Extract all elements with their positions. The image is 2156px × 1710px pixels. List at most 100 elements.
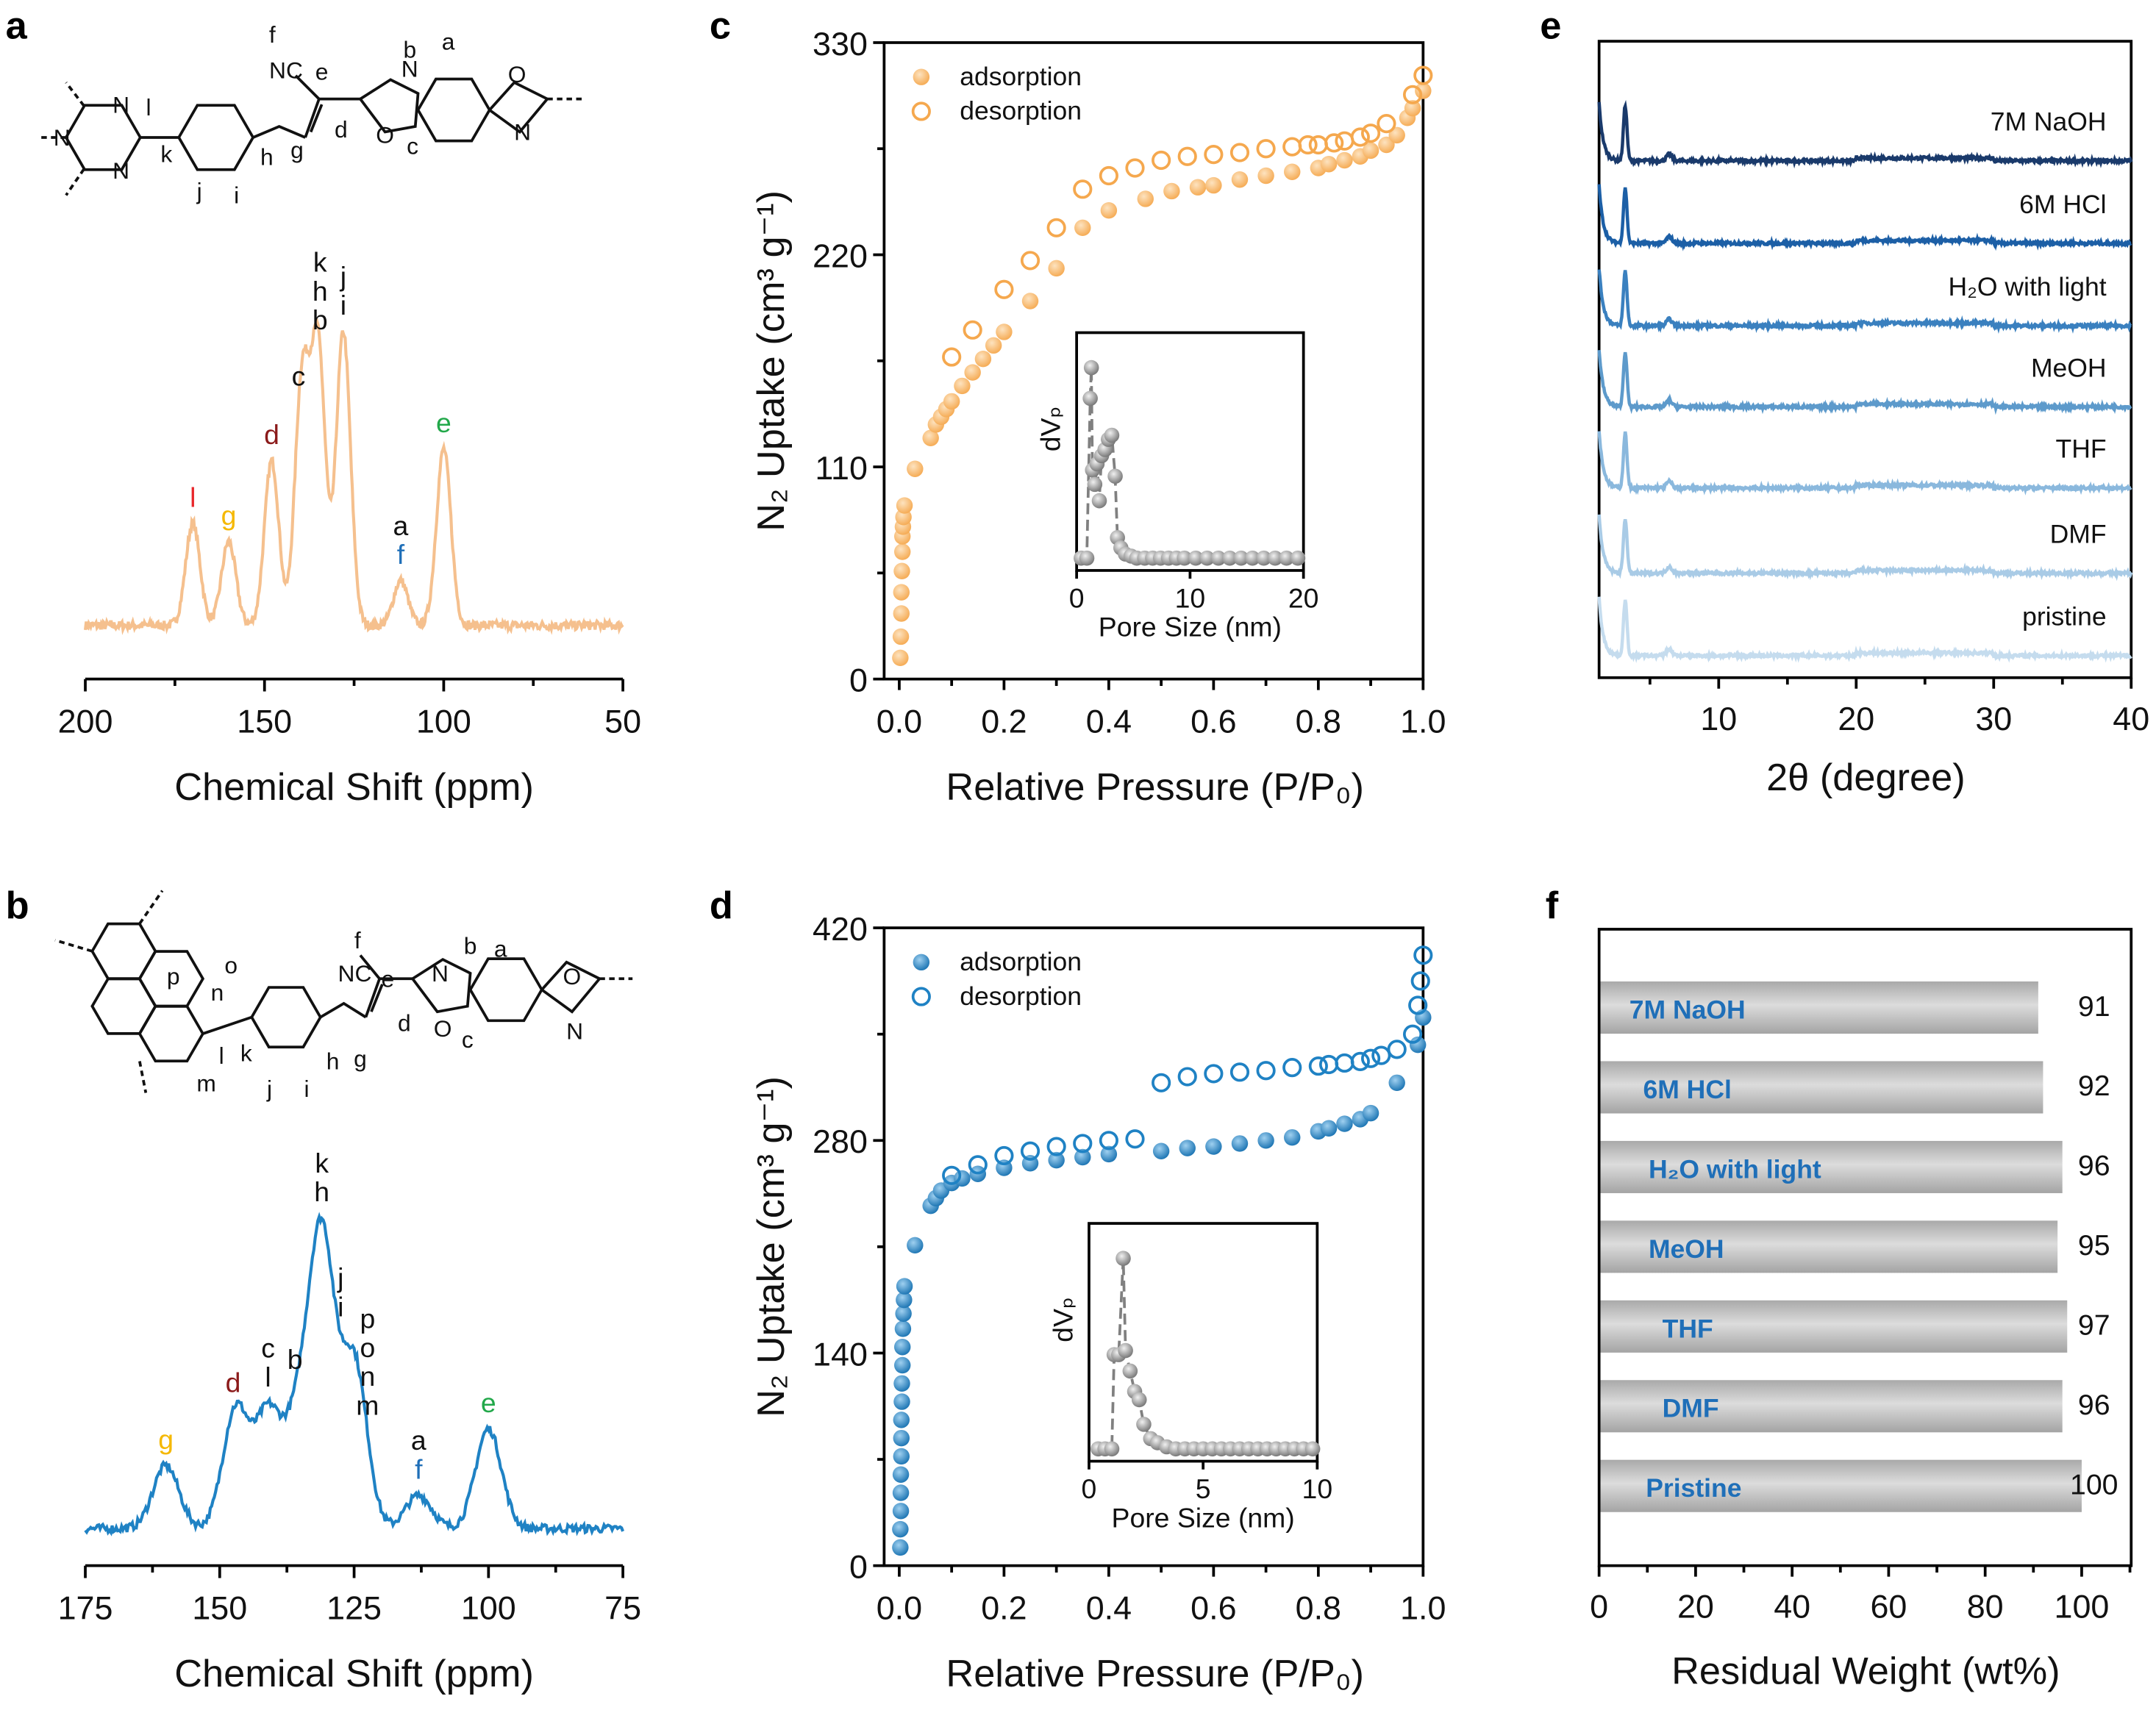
desorption-point <box>1152 1073 1171 1092</box>
desorption-point <box>942 1165 962 1185</box>
x-tick-label: 0.0 <box>877 703 922 740</box>
x-tick-label: 125 <box>326 1589 382 1627</box>
adsorption-point <box>1074 219 1091 237</box>
peak-annotation: c <box>292 361 306 392</box>
adsorption-point <box>1048 260 1065 277</box>
structure-label: N <box>401 56 418 82</box>
adsorption-point <box>1231 171 1249 188</box>
desorption-point <box>994 1145 1014 1166</box>
adsorption-point <box>985 337 1002 354</box>
desorption-point <box>1324 133 1344 153</box>
adsorption-point <box>892 1484 910 1501</box>
legend-label: desorption <box>960 96 1082 126</box>
peak-annotation: g <box>158 1424 174 1455</box>
adsorption-point <box>1137 190 1154 207</box>
structure-label: o <box>224 952 238 979</box>
adsorption-point <box>1336 151 1353 169</box>
bond <box>65 168 85 196</box>
desorption-point <box>1308 1056 1328 1076</box>
adsorption-point <box>1152 1142 1170 1159</box>
structure-label: N <box>113 157 129 184</box>
peak-annotation: o <box>360 1332 375 1363</box>
peak-annotation: g <box>221 500 237 531</box>
x-tick-label: 10 <box>1700 700 1737 737</box>
series-label: H₂O with light <box>1948 272 2106 301</box>
inset-point <box>1083 359 1099 376</box>
adsorption-point <box>922 429 939 446</box>
x-tick-label: 20 <box>1677 1588 1714 1625</box>
bar-category-label: Pristine <box>1646 1473 1741 1503</box>
desorption-point <box>1020 1141 1040 1161</box>
adsorption-point <box>892 1539 909 1556</box>
x-axis-label: 2θ (degree) <box>1766 756 1966 799</box>
x-axis-label: Chemical Shift (ppm) <box>174 1653 534 1695</box>
adsorption-point <box>893 1448 910 1465</box>
desorption-point <box>1256 139 1276 159</box>
bar <box>1600 1459 2082 1512</box>
peak-annotation: i <box>338 1291 343 1322</box>
bar-category-label: 6M HCl <box>1643 1075 1731 1104</box>
bar-value-label: 95 <box>2078 1229 2110 1262</box>
peak-annotation: f <box>415 1454 423 1485</box>
inset-x-axis-label: Pore Size (nm) <box>1112 1502 1295 1533</box>
inset-point <box>1210 550 1227 566</box>
bond <box>294 74 321 100</box>
desorption-point <box>1402 85 1423 104</box>
inset-point <box>1279 550 1294 566</box>
desorption-point <box>1413 65 1433 85</box>
structure-label: O <box>563 963 582 990</box>
series-label: pristine <box>2022 602 2106 632</box>
structure-label: k <box>240 1040 252 1066</box>
adsorption-point <box>907 1237 924 1254</box>
xrd-line <box>1597 514 2133 582</box>
peak-annotation: l <box>190 482 196 513</box>
bond <box>252 124 306 139</box>
benzo-ring <box>468 957 543 1023</box>
structure-label: k <box>160 141 172 168</box>
benzo-ring <box>416 77 491 143</box>
desorption-point <box>1402 1024 1423 1044</box>
desorption-point <box>1046 1137 1066 1156</box>
adsorption-point <box>893 1375 910 1392</box>
x-tick-label: 40 <box>2113 700 2149 737</box>
desorption-point <box>1046 218 1066 237</box>
structure-label: N <box>432 960 449 987</box>
x-tick-label: 200 <box>58 703 113 740</box>
inset-point <box>1091 493 1107 509</box>
adsorption-point <box>893 562 910 579</box>
y-tick-label: 220 <box>813 237 868 274</box>
bond <box>370 984 384 1012</box>
desorption-point <box>994 279 1014 299</box>
bar-value-label: 96 <box>2078 1150 2110 1182</box>
inset-point <box>1087 476 1103 493</box>
structure-label: n <box>211 979 224 1006</box>
desorption-point <box>942 347 962 367</box>
panel-letter-a: a <box>6 4 28 47</box>
x-tick-label: 80 <box>1967 1588 2004 1625</box>
inset-point <box>1188 550 1204 566</box>
peak-annotation: e <box>436 407 451 438</box>
desorption-point <box>1099 1131 1118 1151</box>
adsorption-point <box>964 364 981 381</box>
isotherm-chart-d: 0.0 0.2 0.4 0.6 0.8 1.0 0 140 280 420 Relative Pre… <box>750 910 1446 1695</box>
adsorption-point <box>893 1356 911 1374</box>
adsorption-point <box>893 605 910 622</box>
series-label: DMF <box>2050 520 2107 549</box>
x-tick-label: 150 <box>237 703 292 740</box>
desorption-point <box>1204 1064 1224 1084</box>
x-tick-label: 20 <box>1838 700 1874 737</box>
desorption-point <box>1177 1067 1197 1087</box>
panel-letter-b: b <box>6 884 29 927</box>
structure-label: d <box>398 1009 411 1036</box>
x-tick-label: 0 <box>1590 1588 1608 1625</box>
adsorption-point <box>896 1291 913 1309</box>
inset-point <box>1222 550 1238 566</box>
peak-annotation: i <box>340 290 346 321</box>
peak-annotation: c <box>261 1333 275 1364</box>
xrd-line <box>1597 269 2132 334</box>
x-tick-label: 60 <box>1870 1588 1907 1625</box>
structure-label: NC <box>338 960 372 987</box>
structure-label: b <box>464 933 477 959</box>
structure-label: i <box>234 182 239 209</box>
x-tick-label: 0.4 <box>1086 1589 1132 1627</box>
